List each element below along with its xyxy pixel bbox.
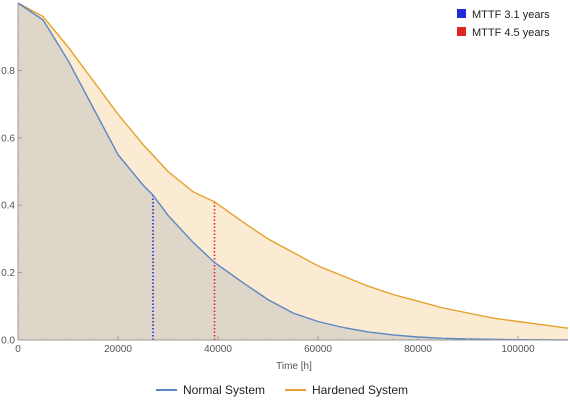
legend-label-normal: Normal System — [183, 383, 265, 397]
y-tick-label: 0.0 — [1, 336, 15, 347]
plot-area — [17, 2, 569, 341]
x-tick-label: 80000 — [404, 344, 432, 355]
y-tick-label: 0.2 — [1, 268, 15, 279]
x-axis-ticks: 0 20000 40000 60000 80000 100000 — [15, 336, 544, 355]
mttf-legend-label-2: MTTF 4.5 years — [472, 27, 550, 39]
mttf-legend: MTTF 3.1 years MTTF 4.5 years — [457, 9, 550, 39]
mttf-legend-swatch-2 — [457, 27, 466, 36]
legend-label-hardened: Hardened System — [312, 383, 408, 397]
normal-system-area — [18, 3, 568, 340]
y-axis: 0.0 0.2 0.4 0.6 0.8 — [1, 3, 22, 347]
x-axis-label: Time [h] — [276, 361, 312, 372]
x-tick-label: 60000 — [304, 344, 332, 355]
y-tick-label: 0.6 — [1, 133, 15, 144]
x-axis: 0 20000 40000 60000 80000 100000 Time [h] — [15, 336, 568, 372]
y-axis-ticks: 0.0 0.2 0.4 0.6 0.8 — [1, 19, 22, 347]
hardened-system-line — [17, 2, 569, 329]
normal-system-line — [17, 2, 569, 341]
mttf-legend-swatch-1 — [457, 9, 466, 18]
y-tick-label: 0.4 — [1, 201, 15, 212]
x-tick-label: 100000 — [501, 344, 535, 355]
series-legend: Normal System Hardened System — [156, 383, 408, 397]
y-tick-label: 0.8 — [1, 66, 15, 77]
x-tick-label: 20000 — [104, 344, 132, 355]
x-tick-label: 40000 — [204, 344, 232, 355]
mttf-legend-label-1: MTTF 3.1 years — [472, 9, 550, 21]
x-tick-label: 0 — [15, 344, 21, 355]
